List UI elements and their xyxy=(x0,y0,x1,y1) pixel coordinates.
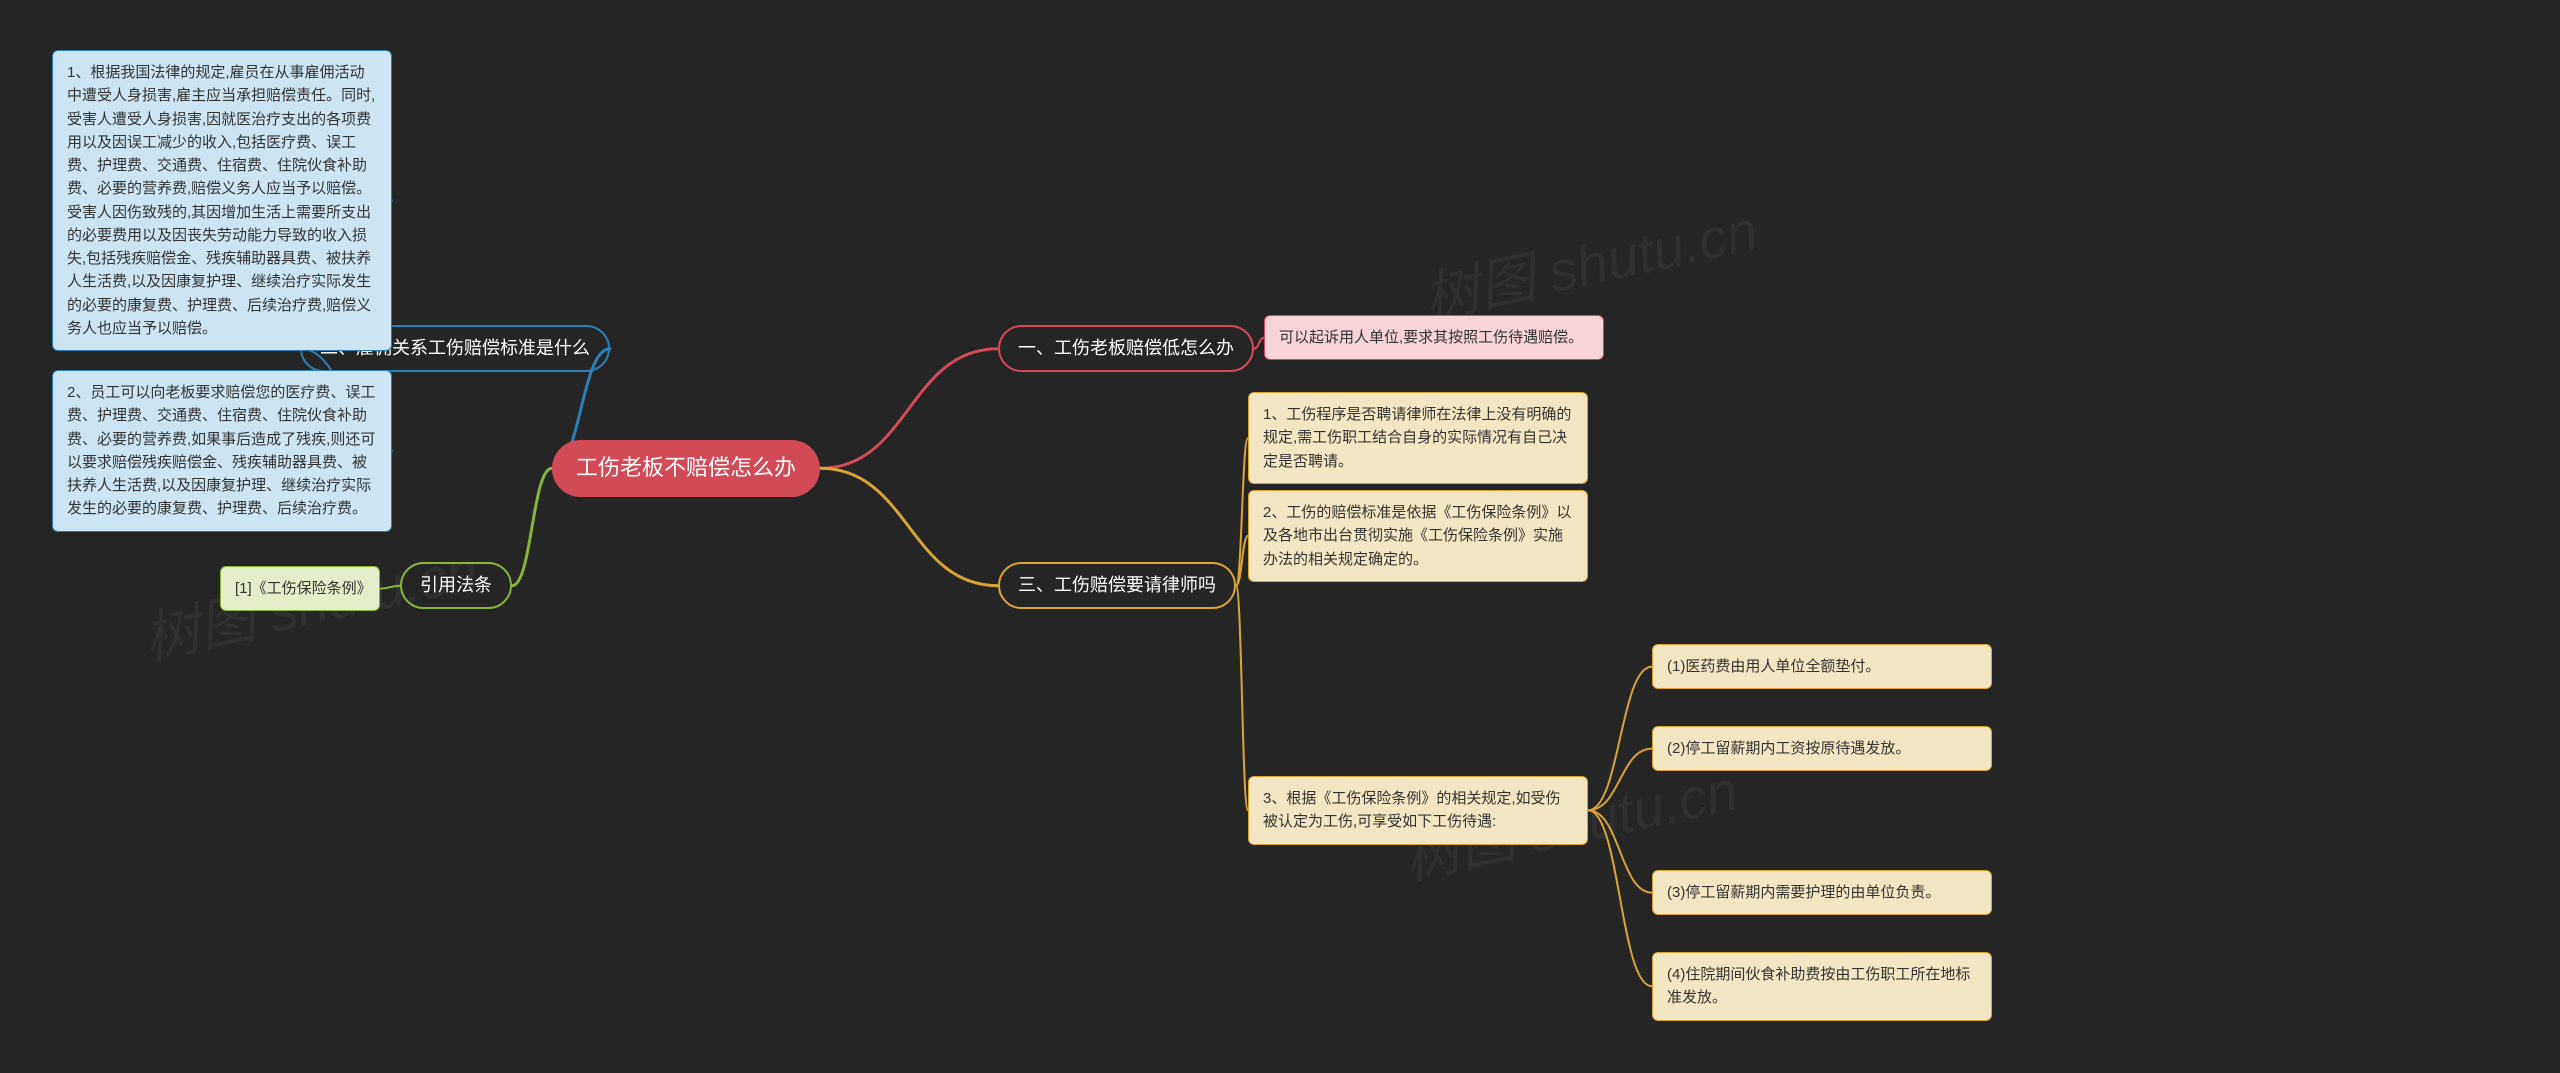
leaf-node-b3l2[interactable]: 2、工伤的赔偿标准是依据《工伤保险条例》以及各地市出台贯彻实施《工伤保险条例》实… xyxy=(1248,490,1588,582)
leaf-node-b2l1[interactable]: 1、根据我国法律的规定,雇员在从事雇佣活动中遭受人身损害,雇主应当承担赔偿责任。… xyxy=(52,50,392,351)
leaf-node-b4l1[interactable]: [1]《工伤保险条例》 xyxy=(220,566,380,611)
leaf-node-b1l1[interactable]: 可以起诉用人单位,要求其按照工伤待遇赔偿。 xyxy=(1264,315,1604,360)
leaf-node-b3l3c2[interactable]: (2)停工留薪期内工资按原待遇发放。 xyxy=(1652,726,1992,771)
branch-node-b3[interactable]: 三、工伤赔偿要请律师吗 xyxy=(998,562,1236,609)
branch-node-b1[interactable]: 一、工伤老板赔偿低怎么办 xyxy=(998,325,1254,372)
leaf-node-b3l3[interactable]: 3、根据《工伤保险条例》的相关规定,如受伤被认定为工伤,可享受如下工伤待遇: xyxy=(1248,776,1588,845)
leaf-node-b3l1[interactable]: 1、工伤程序是否聘请律师在法律上没有明确的规定,需工伤职工结合自身的实际情况有自… xyxy=(1248,392,1588,484)
branch-node-b4[interactable]: 引用法条 xyxy=(400,562,512,609)
leaf-node-b3l3c3[interactable]: (3)停工留薪期内需要护理的由单位负责。 xyxy=(1652,870,1992,915)
watermark: 树图 shutu.cn xyxy=(1415,186,1764,336)
leaf-node-b3l3c4[interactable]: (4)住院期间伙食补助费按由工伤职工所在地标准发放。 xyxy=(1652,952,1992,1021)
leaf-node-b2l2[interactable]: 2、员工可以向老板要求赔偿您的医疗费、误工费、护理费、交通费、住宿费、住院伙食补… xyxy=(52,370,392,532)
center-node[interactable]: 工伤老板不赔偿怎么办 xyxy=(552,440,820,497)
leaf-node-b3l3c1[interactable]: (1)医药费由用人单位全额垫付。 xyxy=(1652,644,1992,689)
